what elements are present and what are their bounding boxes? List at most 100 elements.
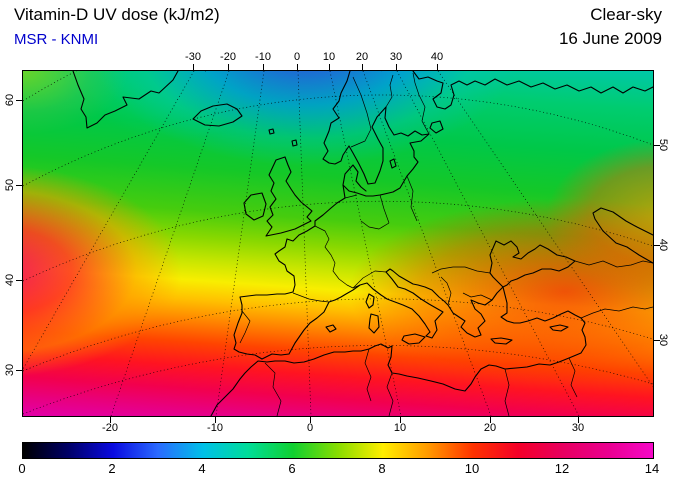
axis-tick [262,64,264,70]
coastline-crete [490,337,513,345]
meridian-line [362,71,492,416]
coastline-baltic-south [365,133,430,197]
coastline-sicily [401,333,426,345]
data-source-label: MSR - KNMI [14,31,99,48]
top-axis-label: 0 [293,51,301,63]
axis-tick [214,417,216,423]
top-axis-label: -10 [255,51,271,63]
border-line [406,175,418,222]
border-line [239,310,251,344]
colorbar-tick-label: 10 [464,461,480,476]
left-axis-label: 60 [4,93,16,107]
border-line [580,306,653,319]
border-line [314,225,361,289]
coastline-black-sea [489,240,576,288]
border-line [379,194,390,224]
top-axis-label: -30 [185,51,201,63]
graticule [23,71,653,416]
parallel-line [23,298,653,372]
meridian-line [396,71,580,416]
coastline-anatolia-africa [210,286,587,416]
map-frame [22,70,654,417]
coastline-majorca [325,324,337,333]
axis-tick [577,417,579,423]
axis-tick [309,417,311,423]
coastline-ireland [243,192,267,221]
coastline-iceland [192,103,243,127]
colorbar [22,442,654,459]
coastline-great-britain [265,156,313,237]
border-line [264,362,282,416]
parallel-line [23,71,78,102]
axis-tick [328,64,330,70]
border-line [568,357,578,398]
bottom-axis-label: 10 [393,422,407,434]
axis-tick [489,417,491,423]
border-line [350,76,372,148]
border-line [352,270,387,289]
axis-tick [16,369,22,371]
bottom-axis-label: -10 [207,422,223,434]
border-line [292,292,330,303]
border-line [462,292,493,301]
colorbar-tick-label: 2 [108,461,116,476]
coastlines [72,71,653,416]
border-line [504,368,510,416]
axis-tick [361,64,363,70]
left-axis-label: 30 [4,363,16,377]
border-line [440,276,452,306]
axis-tick [192,64,194,70]
border-line [386,372,394,416]
border-line [574,260,653,268]
border-line [385,74,394,108]
axis-tick [654,339,660,341]
border-line [360,220,390,230]
axis-tick [395,64,397,70]
axis-tick [654,244,660,246]
border-line [364,348,372,402]
meridian-line [110,71,230,416]
axis-tick [227,64,229,70]
colorbar-tick-label: 4 [198,461,206,476]
parallel-line [23,345,653,415]
axis-tick [654,144,660,146]
left-axis-label: 40 [4,273,16,287]
coastline-lake-ladoga [429,120,444,134]
page-title: Vitamin-D UV dose (kJ/m2) [14,5,220,24]
uv-dose-field [23,71,653,416]
colorbar-tick-label: 12 [554,461,570,476]
coastline-cyprus [549,324,569,332]
bottom-axis-label: 20 [483,422,497,434]
axis-tick [436,64,438,70]
border-line [412,72,430,135]
coastline-scandinavia [322,71,430,185]
coastline-caspian [592,207,653,264]
bottom-axis-label: 0 [306,422,314,434]
coastline-gotland [389,158,397,169]
coastline-greenland [72,71,179,129]
coastline-faroe [268,128,275,135]
axis-tick [16,99,22,101]
top-axis-label: 30 [389,51,403,63]
bottom-axis-label: -20 [102,422,118,434]
coastline-arctic-russia [412,71,653,110]
top-axis-label: -20 [220,51,236,63]
colorbar-tick-label: 14 [644,461,660,476]
parallel-line [23,200,653,282]
colorbar-tick-label: 6 [288,461,296,476]
axis-tick [399,417,401,423]
coastline-mediterranean-north [261,268,504,360]
axis-tick [109,417,111,423]
top-axis-label: 10 [322,51,336,63]
coastline-denmark [342,164,367,197]
coastline-atlantic-europe [233,184,346,360]
axis-tick [16,184,22,186]
date-label: 16 June 2009 [558,29,662,48]
country-borders [239,72,653,416]
bottom-axis-label: 30 [571,422,585,434]
colorbar-tick-label: 8 [378,461,386,476]
left-axis-label: 50 [4,178,16,192]
coastline-shetland [291,139,298,147]
map-overlay [23,71,653,416]
